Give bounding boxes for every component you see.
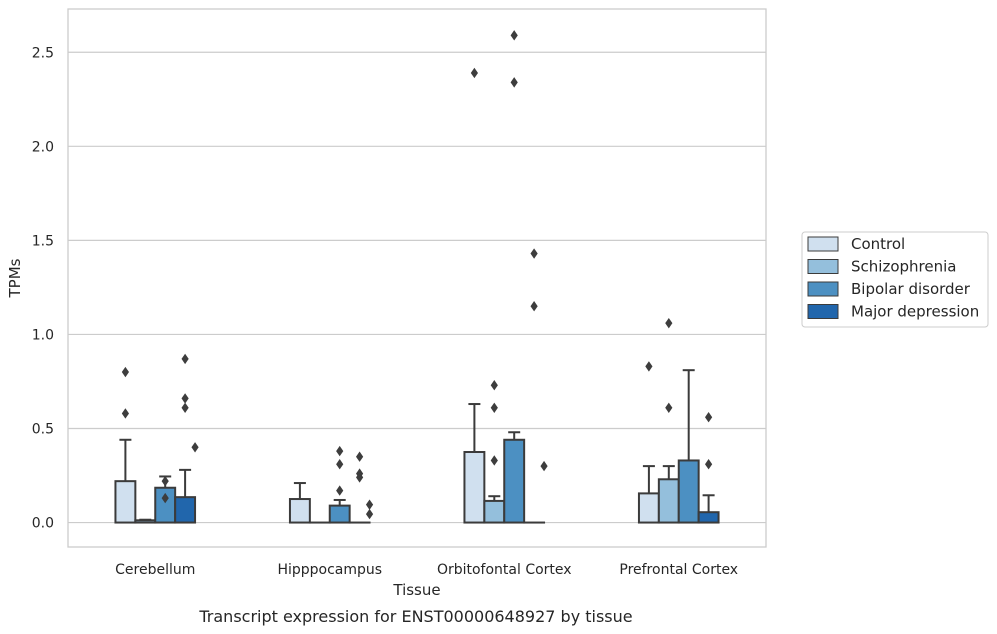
outlier-point (336, 485, 344, 496)
chart-caption: Transcript expression for ENST0000064892… (198, 607, 632, 626)
y-tick-label: 2.0 (32, 139, 54, 155)
outlier-point (336, 459, 344, 470)
outlier-point (181, 353, 189, 365)
outlier-markers (121, 30, 713, 520)
outlier-point (530, 248, 538, 259)
bar (657, 478, 680, 524)
y-tick-label: 1.5 (32, 233, 54, 249)
legend-swatch (807, 304, 839, 319)
legend-label: Schizophrenia (851, 258, 956, 276)
outlier-point (490, 402, 498, 413)
outlier-point (665, 402, 673, 413)
outlier-point (336, 445, 344, 457)
legend-swatch (807, 281, 839, 297)
outlier-point (510, 77, 518, 88)
outlier-point (181, 402, 189, 413)
x-tick-label: Cerebellum (115, 562, 195, 578)
x-tick-label: Orbitofontal Cortex (437, 562, 572, 578)
bar (288, 498, 311, 524)
outlier-point (121, 408, 129, 419)
gridlines (68, 51, 766, 524)
outlier-point (365, 508, 374, 520)
legend-frame (801, 231, 989, 328)
y-axis-title: TPMs (6, 258, 24, 298)
outlier-point (181, 393, 189, 404)
x-tick-label: Hipppocampus (277, 562, 382, 578)
y-tick-label: 0.5 (32, 421, 54, 437)
bar (637, 492, 660, 524)
outlier-point (191, 442, 199, 453)
outlier-point (540, 460, 548, 472)
x-axis-title: Tissue (392, 581, 440, 599)
outlier-point (121, 366, 129, 378)
legend-label: Major depression (851, 303, 979, 321)
outlier-point (705, 412, 713, 423)
bar (483, 499, 506, 524)
outlier-point (645, 361, 653, 372)
error-whiskers (119, 369, 715, 521)
legend-swatch (807, 259, 839, 274)
outlier-point (365, 499, 374, 510)
bar-groups (114, 438, 720, 524)
bar (114, 480, 137, 524)
outlier-point (665, 317, 673, 329)
legend-label: Control (851, 235, 905, 253)
outlier-point (510, 30, 518, 41)
outlier-point (470, 67, 478, 79)
y-tick-label: 2.5 (32, 45, 54, 61)
bar (463, 451, 486, 524)
plot-frame (67, 8, 767, 548)
outlier-point (161, 475, 169, 487)
bar (328, 504, 351, 524)
outlier-point (490, 455, 498, 466)
outlier-point (161, 492, 169, 504)
x-tick-labels: Cerebellum Hipppocampus Orbitofontal Corte… (115, 562, 738, 578)
bar (697, 511, 720, 524)
outlier-point (490, 380, 498, 391)
outlier-point (530, 301, 538, 312)
bar (677, 459, 700, 524)
outlier-point (356, 468, 364, 479)
y-tick-label: 0.0 (32, 516, 54, 532)
bar (174, 496, 197, 524)
y-tick-labels: 0.0 0.5 1.0 1.5 2.0 2.5 (32, 45, 54, 531)
y-tick-label: 1.0 (32, 327, 54, 343)
bar (503, 438, 526, 524)
legend-swatch (807, 236, 839, 252)
outlier-point (705, 459, 713, 470)
outlier-point (356, 451, 364, 462)
legend-label: Bipolar disorder (851, 280, 971, 298)
legend[interactable]: Control Schizophrenia Bipolar disorder Majo… (801, 231, 989, 328)
x-tick-label: Prefrontal Cortex (619, 562, 738, 578)
